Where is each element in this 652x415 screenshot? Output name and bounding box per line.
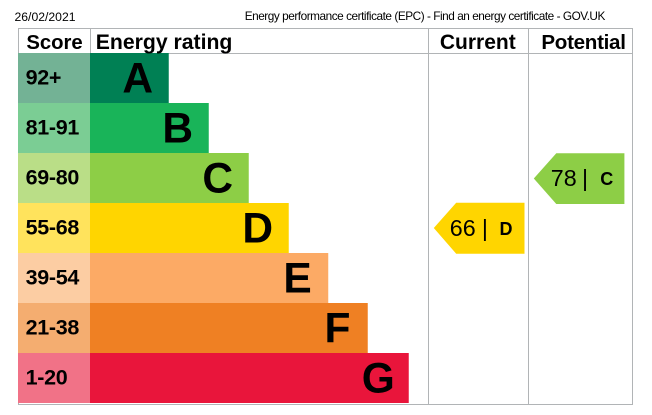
svg-text:D: D xyxy=(242,206,273,253)
svg-text:Score: Score xyxy=(26,32,82,54)
svg-text:C: C xyxy=(600,169,613,189)
svg-text:1-20: 1-20 xyxy=(26,366,68,390)
svg-text:66: 66 xyxy=(450,215,476,241)
svg-text:Energy rating: Energy rating xyxy=(96,31,233,54)
svg-text:|: | xyxy=(582,165,588,191)
svg-text:92+: 92+ xyxy=(26,66,62,90)
svg-text:|: | xyxy=(482,215,488,241)
svg-text:69-80: 69-80 xyxy=(26,166,80,190)
svg-text:B: B xyxy=(162,106,193,153)
svg-text:55-68: 55-68 xyxy=(26,216,80,240)
svg-text:C: C xyxy=(202,156,233,203)
svg-text:F: F xyxy=(325,306,351,353)
svg-text:G: G xyxy=(362,356,395,403)
svg-text:D: D xyxy=(500,219,513,239)
svg-text:E: E xyxy=(283,256,311,303)
svg-text:78: 78 xyxy=(551,165,577,191)
svg-text:81-91: 81-91 xyxy=(26,116,80,140)
svg-text:Current: Current xyxy=(440,31,516,54)
svg-text:Potential: Potential xyxy=(541,31,625,54)
svg-text:39-54: 39-54 xyxy=(26,266,80,290)
svg-text:A: A xyxy=(122,56,153,103)
svg-text:21-38: 21-38 xyxy=(26,316,80,340)
